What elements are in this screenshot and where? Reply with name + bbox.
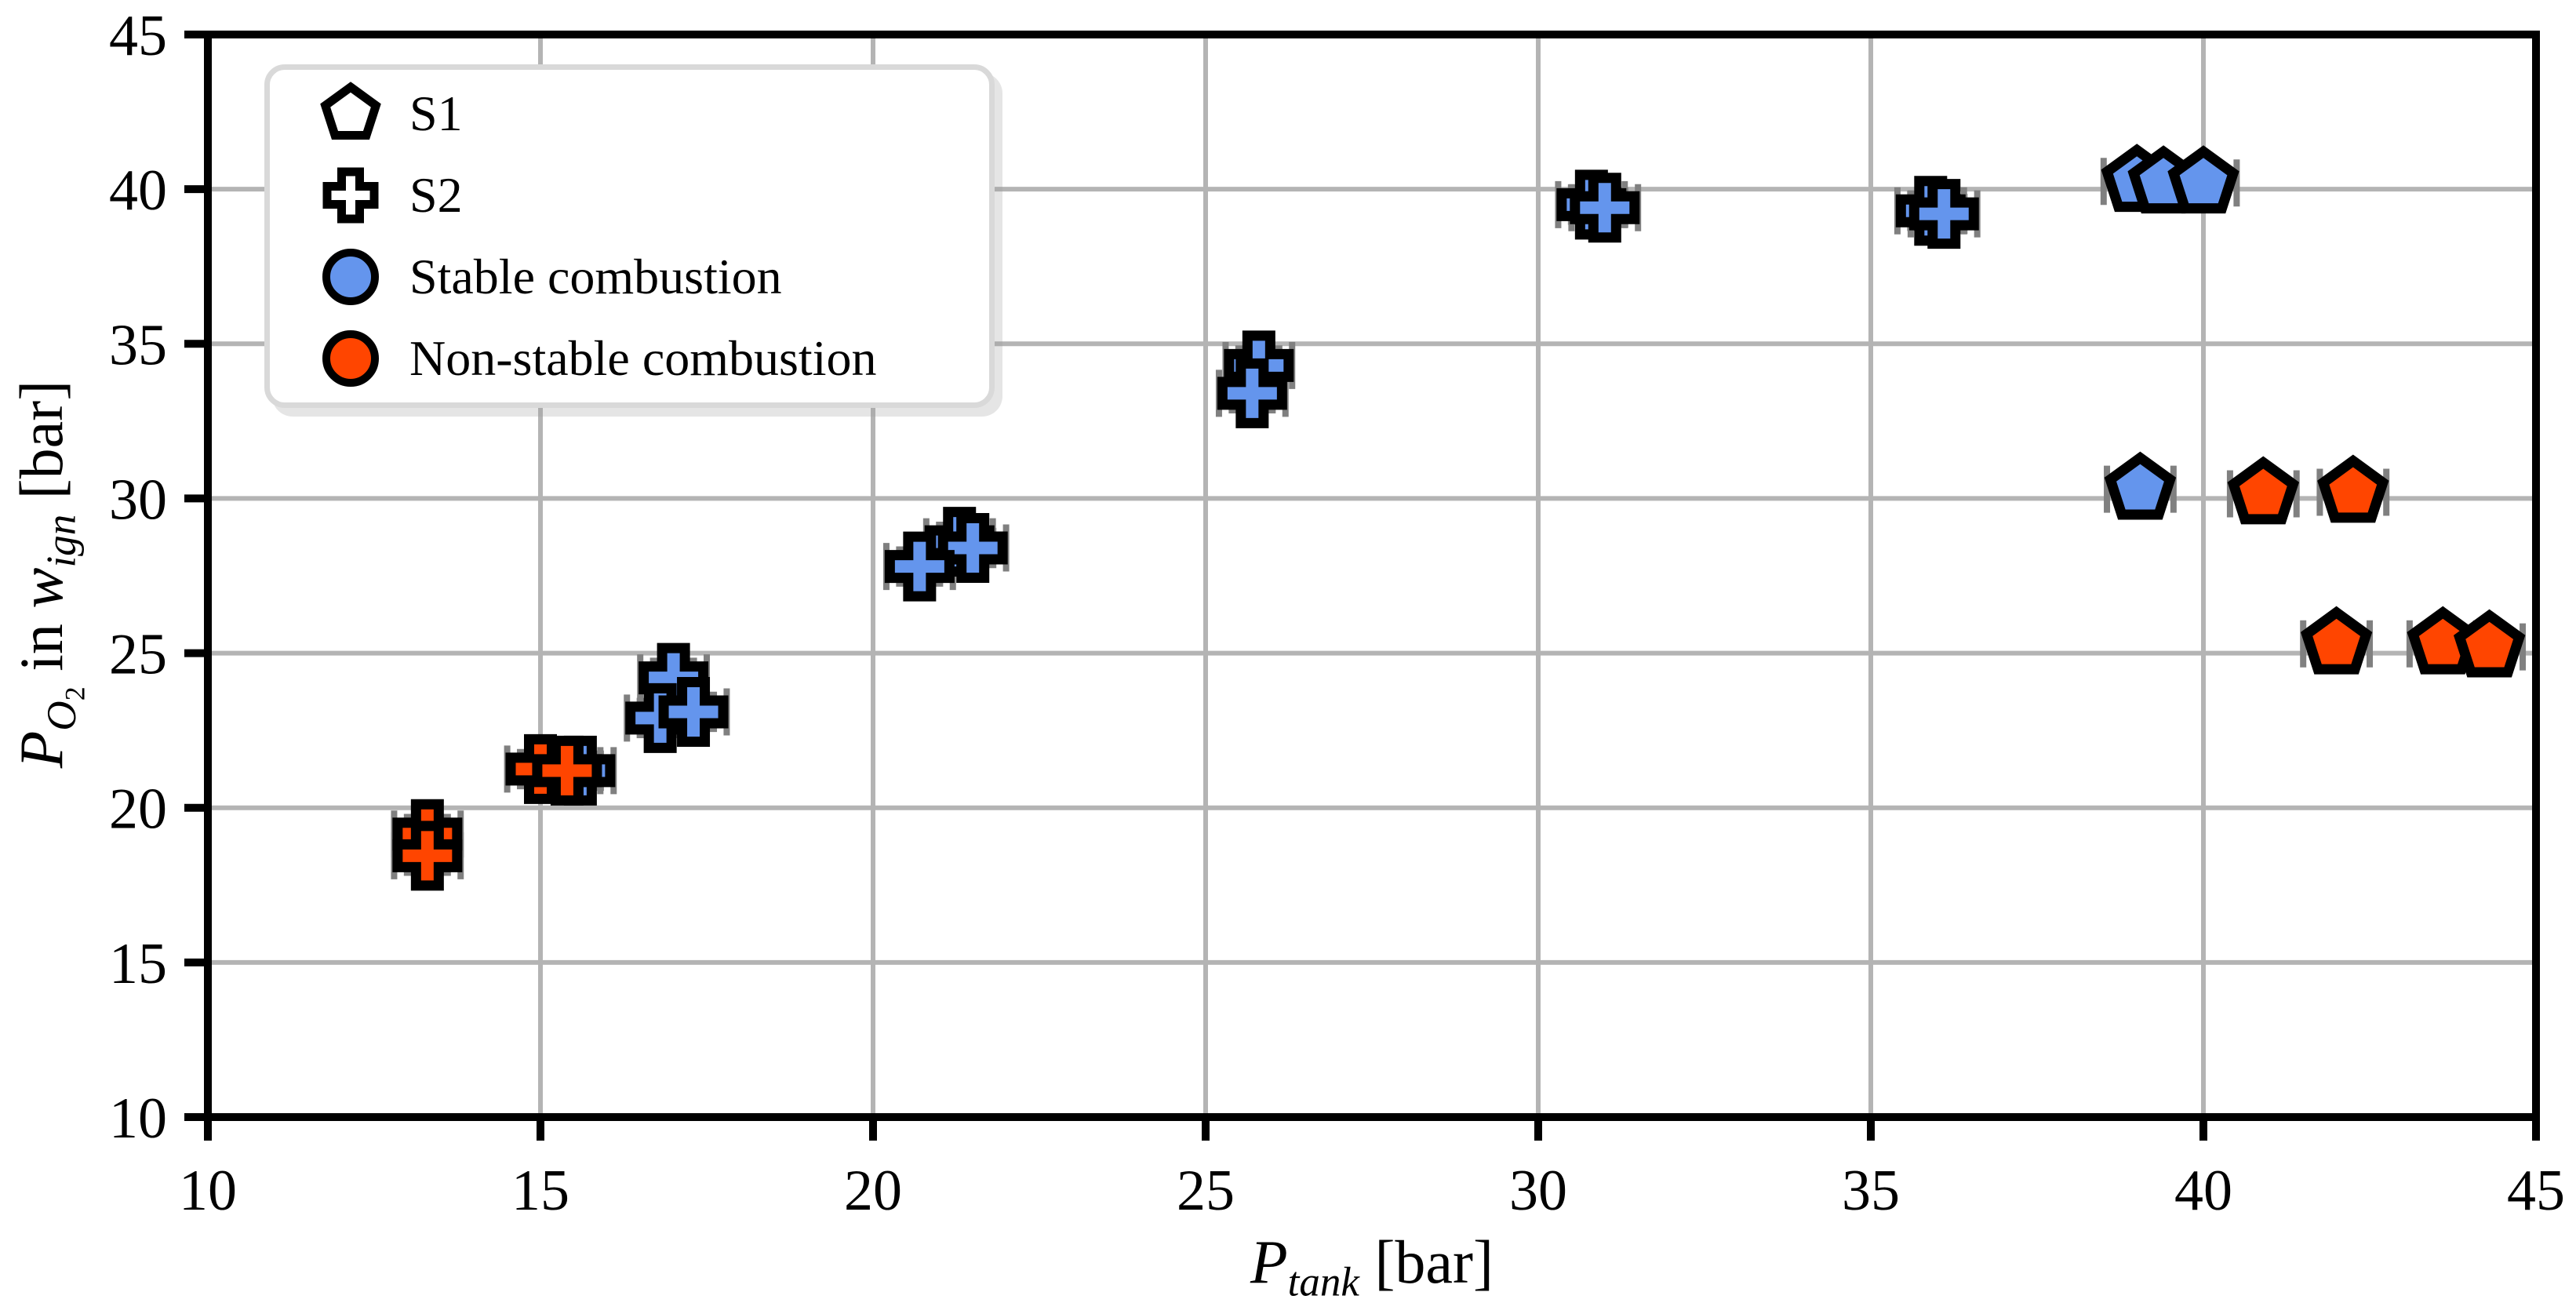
- data-point-cross: [937, 513, 1008, 584]
- axes: 10 15 20 25 30 35 40 45 10 15 20 25 30 35 40 45: [109, 4, 2565, 1223]
- data-point-pentagon: [2453, 609, 2526, 678]
- y-label-sub-num: 2: [59, 686, 91, 701]
- x-tick-label: 30: [1509, 1159, 1567, 1223]
- cross-icon: [292, 159, 409, 231]
- legend-label-s2: S2: [409, 167, 463, 223]
- y-tick-label: 20: [109, 777, 167, 842]
- legend-row-s2: S2: [292, 155, 989, 236]
- y-tick-label: 40: [109, 158, 167, 223]
- x-axis-label: Ptank [bar]: [1250, 1227, 1494, 1303]
- x-tick-label: 10: [179, 1159, 237, 1223]
- x-tick-label: 15: [511, 1159, 569, 1223]
- data-point-pentagon: [2317, 454, 2389, 523]
- y-tick-label: 35: [109, 313, 167, 377]
- y-label-sub-var: O: [38, 701, 85, 731]
- data-point-cross: [658, 676, 729, 747]
- stable-circle-icon: [292, 241, 409, 313]
- x-tick-label: 20: [844, 1159, 902, 1223]
- data-point-pentagon: [2300, 606, 2373, 675]
- y-tick-label: 45: [109, 4, 167, 68]
- non-stable-circle-icon: [292, 322, 409, 395]
- data-point-cross: [1217, 358, 1287, 428]
- legend-row-s1: S1: [292, 73, 989, 155]
- x-tick-label: 35: [1842, 1159, 1900, 1223]
- y-label-unit: [bar]: [6, 380, 75, 515]
- y-tick-label: 10: [109, 1086, 167, 1151]
- y-label-var2: w: [6, 567, 75, 609]
- y-label-var: P: [6, 730, 75, 769]
- plot-border: [204, 31, 2540, 1121]
- x-label-sub: tank: [1287, 1259, 1359, 1303]
- data-point-pentagon: [2227, 456, 2300, 525]
- legend-row-non-stable: Non-stable combustion: [292, 318, 989, 399]
- x-label-var: P: [1250, 1228, 1288, 1296]
- x-label-unit: [bar]: [1359, 1228, 1494, 1296]
- markers: [392, 144, 2526, 891]
- x-tick-label: 45: [2507, 1159, 2565, 1223]
- tick-labels: 10 15 20 25 30 35 40 45 10 15 20 25 30 35 40 45: [109, 4, 2565, 1223]
- legend: S1 S2 Stable combustion: [264, 64, 995, 408]
- y-tick-label: 15: [109, 932, 167, 996]
- y-label-sub2: ign: [38, 514, 85, 568]
- y-label-mid: in: [6, 608, 75, 687]
- legend-label-stable: Stable combustion: [409, 249, 782, 304]
- data-point-cross: [532, 735, 602, 806]
- y-tick-label: 25: [109, 623, 167, 687]
- tick-marks: [184, 31, 2540, 1141]
- legend-label-s1: S1: [409, 86, 463, 141]
- pentagon-icon: [292, 78, 409, 150]
- y-tick-label: 30: [109, 468, 167, 532]
- data-point-pentagon: [2167, 145, 2239, 214]
- legend-row-stable: Stable combustion: [292, 236, 989, 318]
- data-point-pentagon: [2104, 451, 2177, 520]
- data-point-cross: [392, 821, 463, 891]
- data-point-cross: [884, 531, 955, 602]
- data-point-cross: [1570, 173, 1640, 243]
- x-tick-label: 25: [1177, 1159, 1235, 1223]
- x-tick-label: 40: [2174, 1159, 2232, 1223]
- data-point-cross: [1908, 179, 1979, 249]
- y-axis-label: PO2 in wign [bar]: [6, 380, 91, 769]
- legend-label-non-stable: Non-stable combustion: [409, 330, 877, 386]
